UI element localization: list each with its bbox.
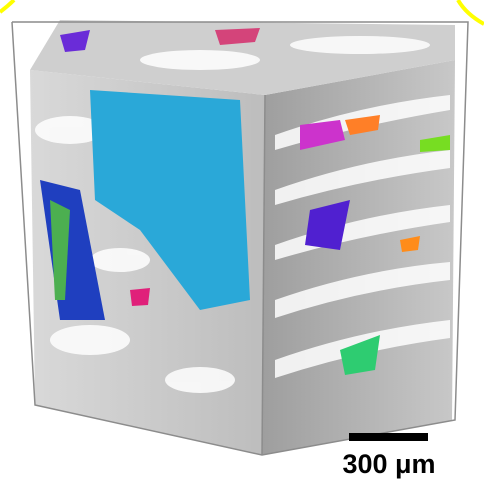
scale-bar-label: 300 μm <box>342 449 435 479</box>
yellow-marker <box>458 0 484 24</box>
render-view: 300 μm <box>0 0 484 485</box>
scale-bar <box>349 433 428 441</box>
sample-volume <box>12 20 468 455</box>
yellow-marker <box>0 0 14 12</box>
